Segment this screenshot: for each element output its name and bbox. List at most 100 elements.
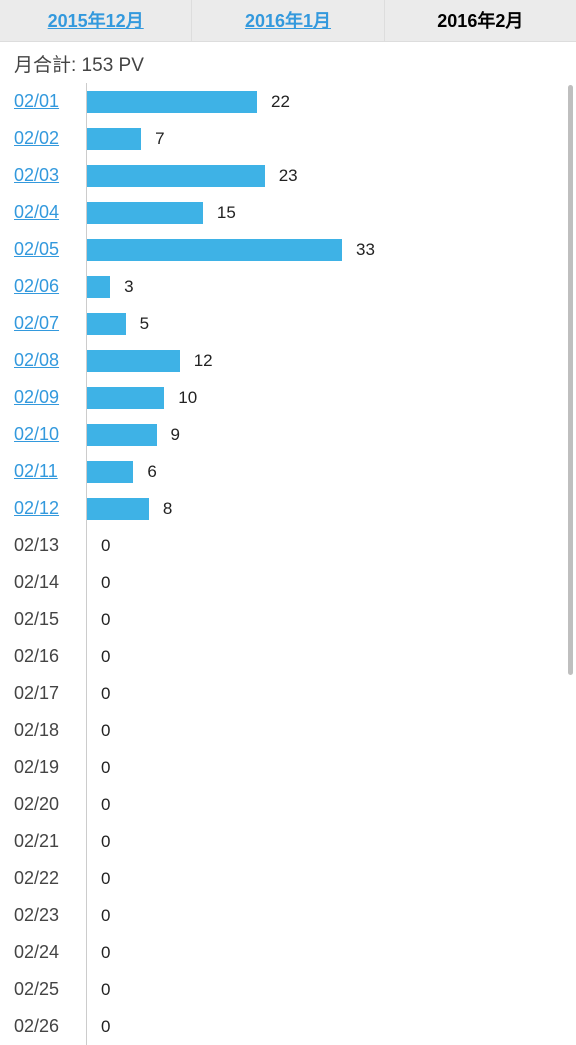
chart-row: 02/22 0 [14,860,562,897]
date-label: 02/23 [14,905,86,926]
chart-row: 02/25 0 [14,971,562,1008]
month-summary: 月合計: 153 PV [0,42,576,83]
chart-row: 02/160 [14,638,562,675]
bar-area: 5 [86,305,562,342]
tab-prev2[interactable]: 2015年12月 [0,0,192,41]
date-label[interactable]: 02/11 [14,461,86,482]
chart-row: 02/190 [14,749,562,786]
bar [87,461,133,483]
bar-value: 0 [101,610,110,630]
tab-current: 2016年2月 [385,0,576,41]
scrollbar-thumb[interactable] [568,85,573,675]
daily-pv-chart: 02/01 22 02/02 7 02/03 23 02/04 15 02/05 33 02/06 3… [0,83,576,1045]
bar-value: 15 [217,203,236,223]
date-label[interactable]: 02/04 [14,202,86,223]
bar-area: 0 [86,601,562,638]
bar-value: 0 [101,684,110,704]
bar [87,313,126,335]
date-label[interactable]: 02/08 [14,350,86,371]
chart-row: 02/10 9 [14,416,562,453]
bar-area: 22 [86,83,562,120]
date-label: 02/24 [14,942,86,963]
date-label: 02/18 [14,720,86,741]
bar-area: 9 [86,416,562,453]
bar-value: 3 [124,277,133,297]
bar-value: 23 [279,166,298,186]
date-label[interactable]: 02/05 [14,239,86,260]
bar-value: 0 [101,980,110,1000]
chart-row: 02/21 0 [14,823,562,860]
chart-row: 02/24 0 [14,934,562,971]
date-label: 02/17 [14,683,86,704]
bar-area: 7 [86,120,562,157]
bar-area: 0 [86,823,562,860]
month-tabs: 2015年12月 2016年1月 2016年2月 [0,0,576,42]
chart-row: 02/12 8 [14,490,562,527]
chart-row: 02/14 0 [14,564,562,601]
bar-area: 8 [86,490,562,527]
bar [87,498,149,520]
bar-area: 12 [86,342,562,379]
bar-value: 0 [101,943,110,963]
bar-area: 3 [86,268,562,305]
date-label: 02/22 [14,868,86,889]
bar-value: 33 [356,240,375,260]
date-label[interactable]: 02/09 [14,387,86,408]
bar-value: 9 [171,425,180,445]
chart-row: 02/11 6 [14,453,562,490]
bar-area: 15 [86,194,562,231]
bar-area: 0 [86,564,562,601]
bar-value: 0 [101,721,110,741]
chart-row: 02/05 33 [14,231,562,268]
chart-row: 02/01 22 [14,83,562,120]
bar-value: 22 [271,92,290,112]
date-label[interactable]: 02/10 [14,424,86,445]
date-label: 02/14 [14,572,86,593]
bar [87,91,257,113]
bar-value: 8 [163,499,172,519]
date-label: 02/26 [14,1016,86,1037]
chart-row: 02/23 0 [14,897,562,934]
bar-value: 0 [101,758,110,778]
date-label: 02/25 [14,979,86,1000]
date-label[interactable]: 02/01 [14,91,86,112]
bar-value: 0 [101,536,110,556]
date-label[interactable]: 02/03 [14,165,86,186]
bar-value: 7 [155,129,164,149]
bar-area: 6 [86,453,562,490]
bar-area: 0 [86,712,562,749]
bar-value: 0 [101,573,110,593]
date-label: 02/21 [14,831,86,852]
bar-area: 0 [86,1008,562,1045]
bar-area: 23 [86,157,562,194]
chart-row: 02/0910 [14,379,562,416]
bar-value: 0 [101,647,110,667]
bar [87,276,110,298]
chart-row: 02/06 3 [14,268,562,305]
bar-value: 6 [147,462,156,482]
bar-value: 0 [101,906,110,926]
chart-row: 02/150 [14,601,562,638]
bar-value: 0 [101,832,110,852]
bar [87,424,157,446]
chart-row: 02/07 5 [14,305,562,342]
bar [87,350,180,372]
bar-value: 12 [194,351,213,371]
date-label[interactable]: 02/02 [14,128,86,149]
bar-value: 5 [140,314,149,334]
bar-area: 33 [86,231,562,268]
bar [87,128,141,150]
bar-value: 0 [101,795,110,815]
bar [87,239,342,261]
bar-area: 0 [86,860,562,897]
date-label: 02/20 [14,794,86,815]
bar [87,387,164,409]
date-label[interactable]: 02/06 [14,276,86,297]
bar [87,165,265,187]
chart-row: 02/20 0 [14,786,562,823]
date-label[interactable]: 02/12 [14,498,86,519]
date-label[interactable]: 02/07 [14,313,86,334]
tab-prev1[interactable]: 2016年1月 [192,0,384,41]
bar-area: 0 [86,897,562,934]
bar-value: 0 [101,869,110,889]
